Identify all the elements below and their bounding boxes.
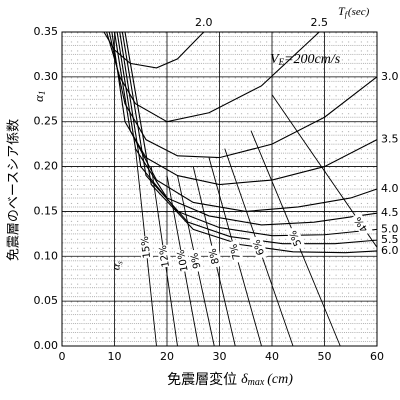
y-tick-label: 0.15 [34, 204, 59, 217]
tf-label: 4.5 [381, 206, 399, 219]
y-axis-label: 免震層のベースシア係数 [7, 119, 22, 261]
alpha-series-label: 9% [189, 252, 203, 270]
alpha-tag-bg [249, 234, 269, 260]
x-tick-label: 10 [108, 350, 122, 363]
y-symbol: α1 [31, 91, 47, 102]
tf-label: 3.5 [381, 133, 399, 146]
alpha-tag-bg [174, 248, 191, 273]
alpha-tag-bg [156, 244, 172, 269]
y-tick-label: 0.20 [34, 160, 59, 173]
x-tick-label: 20 [160, 350, 174, 363]
alpha-tag-bg [138, 235, 154, 259]
alpha-tag-bg [350, 211, 373, 237]
alpha-label: αs [108, 259, 125, 271]
alpha-series-label: 8% [208, 247, 222, 265]
tf-label: 5.0 [381, 222, 399, 235]
tf-label: 4.0 [381, 182, 399, 195]
tf-curve [124, 31, 378, 254]
top-axis-label: Tf(sec) [338, 4, 370, 19]
plot-frame [61, 31, 378, 347]
alpha-series-label: 15% [140, 236, 153, 259]
tf-curve [121, 31, 378, 245]
tf-curve [119, 31, 378, 237]
y-tick-label: 0.30 [34, 70, 59, 83]
alpha-tag: 7% [226, 239, 244, 265]
alpha-series-label: 10% [176, 249, 191, 273]
y-tick-label: 0.10 [34, 249, 59, 262]
alpha-tag: 9% [187, 248, 205, 273]
x-tick-label: 30 [213, 350, 227, 363]
tf-curve [111, 31, 378, 186]
alpha-series-label: 6% [252, 238, 268, 257]
tf-curve [113, 31, 378, 212]
y-tick-label: 0.00 [34, 339, 59, 352]
y-tick-label: 0.35 [34, 25, 59, 38]
alpha-series-label: 7% [228, 243, 243, 261]
alpha-tag-bg [205, 244, 223, 269]
x-tick-label: 60 [370, 350, 384, 363]
annotation: VE=200cm/s [270, 52, 341, 67]
y-tick-label: 0.05 [34, 294, 59, 307]
tf-curve [106, 31, 320, 123]
tf-label: 3.0 [381, 70, 399, 83]
alpha-tag: 6% [249, 234, 269, 260]
alpha-tag: 10% [174, 248, 191, 273]
x-axis-label: 免震層変位 δmax (cm) [167, 371, 293, 388]
x-tick-label: 40 [265, 350, 279, 363]
tf-label: 2.0 [195, 16, 213, 29]
tf-label: 2.5 [311, 16, 329, 29]
tf-curve [108, 31, 378, 159]
tf-label: 5.5 [381, 233, 399, 246]
x-tick-label: 50 [318, 350, 332, 363]
x-tick-label: 0 [59, 350, 66, 363]
alpha-series-label: 12% [158, 244, 172, 268]
alpha-tag: 12% [156, 244, 172, 269]
tf-label: 6.0 [381, 244, 399, 257]
alpha-tag-bg [226, 239, 244, 265]
alpha-tag: 15% [138, 235, 154, 259]
alpha-tag-bg [285, 225, 306, 251]
alpha-tag: 8% [205, 244, 223, 269]
alpha-tag-bg [187, 248, 205, 273]
y-tick-label: 0.25 [34, 115, 59, 128]
